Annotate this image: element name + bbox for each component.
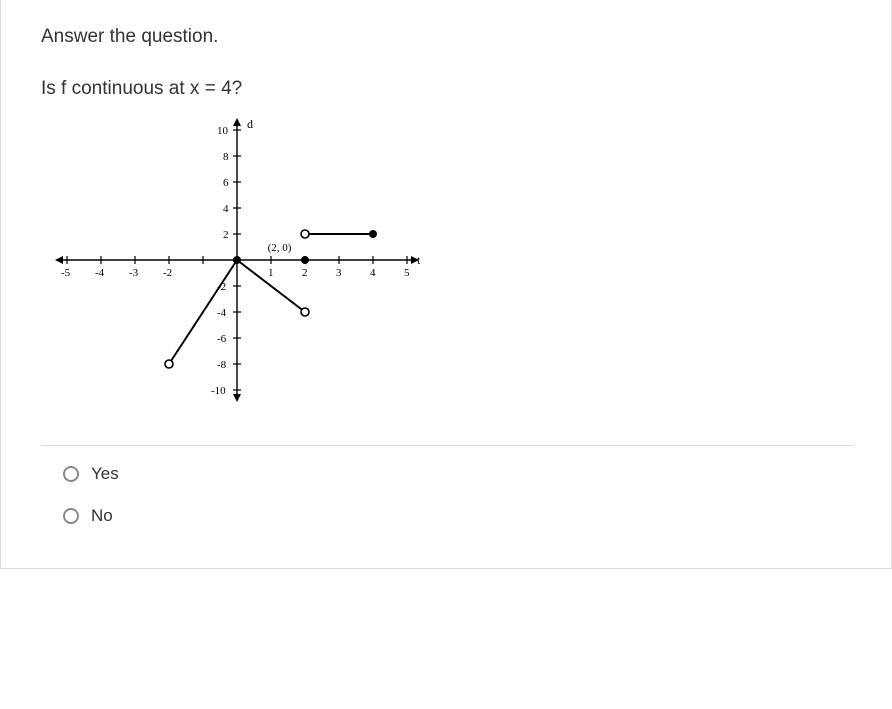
svg-text:2: 2 <box>302 267 308 279</box>
svg-text:2: 2 <box>223 229 229 241</box>
option-label: No <box>91 506 113 526</box>
svg-text:-10: -10 <box>211 385 226 397</box>
svg-text:-4: -4 <box>217 307 227 319</box>
svg-text:-2: -2 <box>163 267 172 279</box>
svg-text:d: d <box>247 117 253 131</box>
instruction-text: Answer the question. <box>41 26 853 48</box>
svg-text:6: 6 <box>223 177 229 189</box>
svg-text:t: t <box>417 253 421 267</box>
svg-text:(2, 0): (2, 0) <box>268 242 292 254</box>
svg-text:3: 3 <box>336 267 342 279</box>
chart-container: dt-5-4-3-212345-10-8-6-4-2246810(2, 0) <box>47 110 853 415</box>
svg-text:8: 8 <box>223 151 229 163</box>
radio-icon <box>63 508 79 524</box>
svg-text:-6: -6 <box>217 333 227 345</box>
question-text: Is f continuous at x = 4? <box>41 78 853 100</box>
option-label: Yes <box>91 464 119 484</box>
svg-text:4: 4 <box>370 267 376 279</box>
svg-text:-5: -5 <box>61 267 71 279</box>
options-divider <box>41 445 853 446</box>
svg-text:10: 10 <box>217 125 229 137</box>
function-graph: dt-5-4-3-212345-10-8-6-4-2246810(2, 0) <box>47 110 427 410</box>
svg-text:1: 1 <box>268 267 274 279</box>
svg-text:-4: -4 <box>95 267 105 279</box>
svg-text:-8: -8 <box>217 359 227 371</box>
option-no[interactable]: No <box>63 506 853 526</box>
question-block: Answer the question. Is f continuous at … <box>1 0 892 568</box>
radio-icon <box>63 466 79 482</box>
svg-text:4: 4 <box>223 203 229 215</box>
option-yes[interactable]: Yes <box>63 464 853 484</box>
svg-text:5: 5 <box>404 267 410 279</box>
svg-text:-3: -3 <box>129 267 139 279</box>
